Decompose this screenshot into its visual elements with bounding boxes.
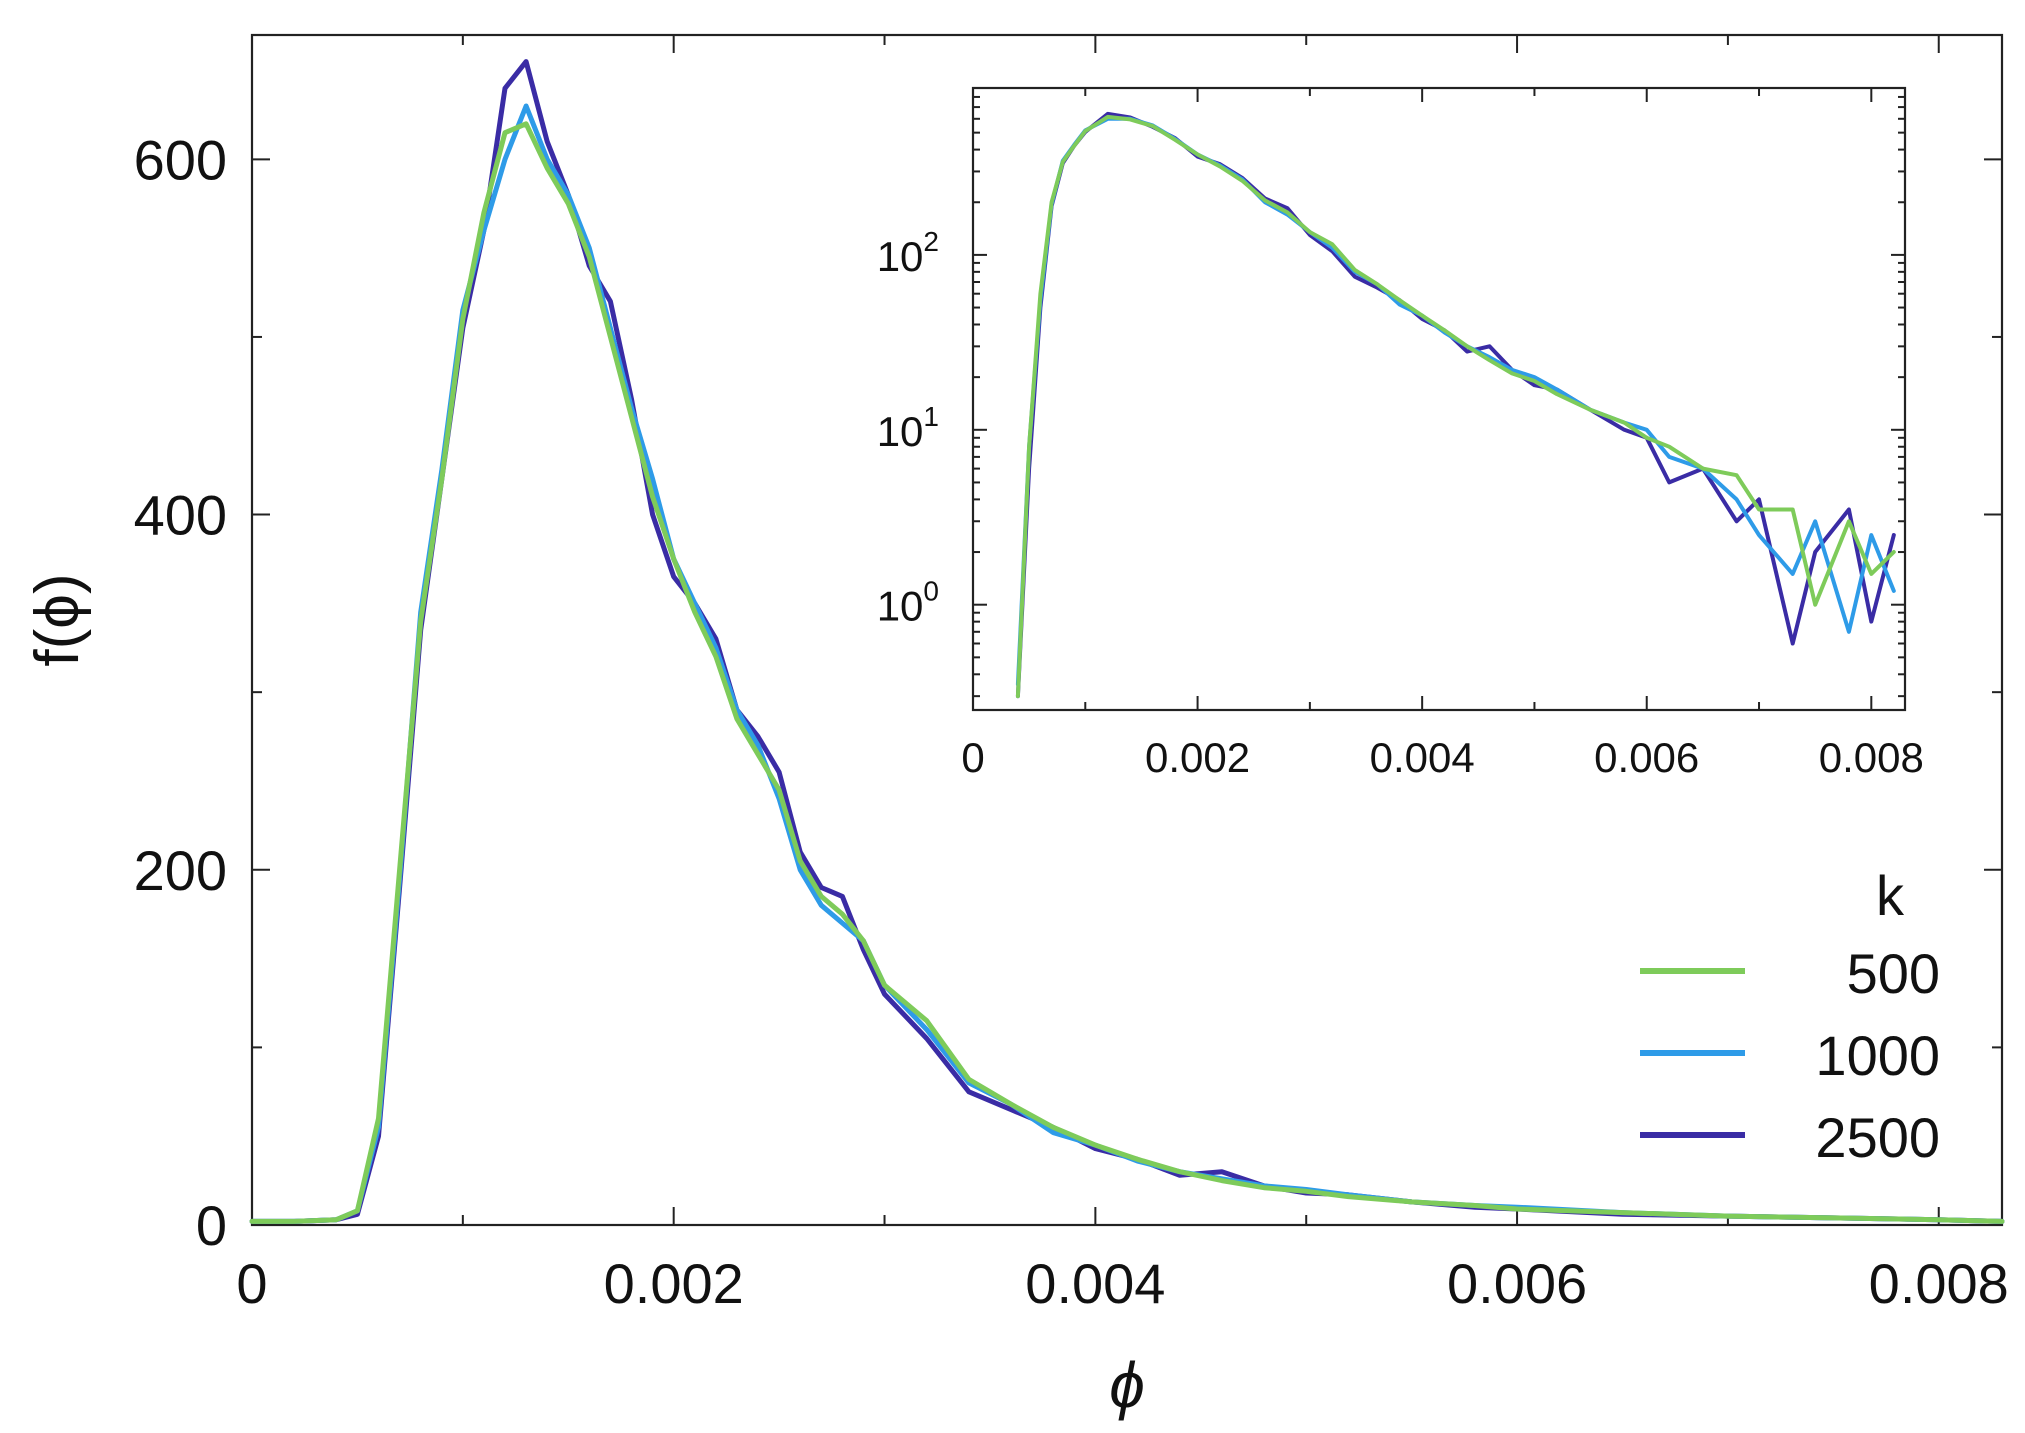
main-y-tick-label: 600 xyxy=(134,128,227,191)
inset-series xyxy=(1015,111,1896,699)
main-y-tick-label: 0 xyxy=(196,1194,227,1257)
main-x-axis-label: ϕ xyxy=(1109,1349,1145,1421)
legend-entries: 500 1000 2500 xyxy=(1640,942,1940,1169)
inset-y-tick-label: 101 xyxy=(877,401,939,455)
inset-y-tick-exponent: 1 xyxy=(923,401,939,432)
legend-label-500: 500 xyxy=(1847,942,1940,1005)
main-series-500 xyxy=(249,121,2005,1224)
inset-y-tick-label: 102 xyxy=(877,226,939,280)
main-x-tick-label: 0.002 xyxy=(604,1252,744,1315)
main-plot-frame xyxy=(250,33,2004,1227)
inset-y-tick-exponent: 2 xyxy=(923,226,939,257)
inset-x-tick-label: 0.008 xyxy=(1819,734,1924,781)
legend-label-1000: 1000 xyxy=(1815,1024,1940,1087)
inset-y-tick-exponent: 0 xyxy=(923,576,939,607)
inset-ticks xyxy=(972,88,1905,710)
main-x-tick-label: 0.006 xyxy=(1447,1252,1587,1315)
legend: k 500 1000 2500 xyxy=(1640,864,1940,1169)
main-x-tick-label: 0.004 xyxy=(1025,1252,1165,1315)
main-ticks xyxy=(251,35,2002,1226)
inset-x-tick-label: 0.002 xyxy=(1145,734,1250,781)
inset-background xyxy=(973,88,1905,710)
inset-y-tick-label: 100 xyxy=(877,576,939,630)
inset-x-tick-label: 0.006 xyxy=(1594,734,1699,781)
main-y-axis-label: f(ϕ) xyxy=(23,573,92,666)
inset-series-500 xyxy=(1015,114,1896,699)
inset-plot-frame xyxy=(971,86,1907,712)
main-x-tick-label: 0 xyxy=(236,1252,267,1315)
main-x-tick-label: 0.008 xyxy=(1869,1252,2009,1315)
main-series xyxy=(249,59,2005,1224)
inset-x-tick-label: 0 xyxy=(961,734,984,781)
main-y-tick-label: 200 xyxy=(134,839,227,902)
legend-title: k xyxy=(1876,864,1905,927)
main-y-tick-label: 400 xyxy=(134,484,227,547)
inset-x-tick-label: 0.004 xyxy=(1370,734,1475,781)
legend-label-2500: 2500 xyxy=(1815,1106,1940,1169)
